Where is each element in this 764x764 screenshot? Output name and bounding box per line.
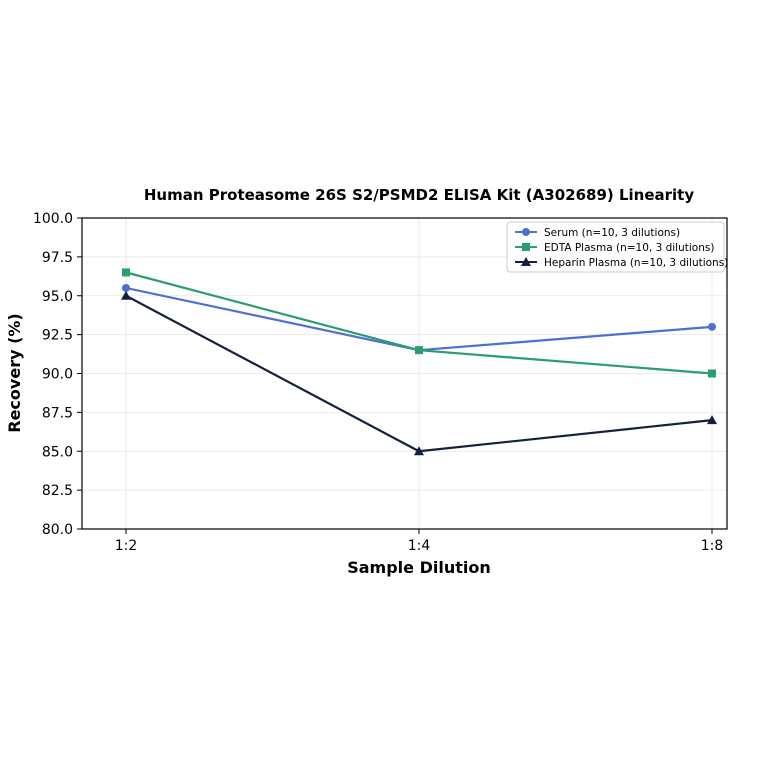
data-point-triangle	[121, 290, 131, 300]
legend-box	[506, 221, 725, 273]
chart-title: Human Proteasome 26S S2/PSMD2 ELISA Kit …	[144, 186, 694, 204]
y-tick-label: 97.5	[42, 250, 73, 266]
y-tick-label: 90.0	[42, 367, 73, 383]
data-point-triangle	[707, 415, 717, 425]
y-tick-label: 87.5	[42, 405, 73, 421]
data-point-square	[122, 268, 130, 277]
legend: Serum (n=10, 3 dilutions) EDTA Plasma (n=…	[506, 221, 728, 273]
legend-marker-circle	[522, 228, 530, 236]
ticks: 80.0 82.5 85.0 87.5 90.0 92.5 95.0 97.5 100.0 1:2…	[33, 211, 723, 554]
x-tick-label: 1:4	[408, 538, 431, 554]
data-point-circle	[708, 322, 716, 331]
y-tick-label: 92.5	[42, 328, 73, 344]
legend-marker-square	[522, 243, 530, 251]
y-tick-label: 100.0	[33, 211, 73, 227]
y-tick-label: 80.0	[42, 522, 73, 538]
data-point-circle	[122, 283, 130, 292]
x-tick-label: 1:8	[701, 538, 724, 554]
series-layer	[121, 268, 717, 456]
y-tick-label: 95.0	[42, 289, 73, 305]
y-tick-label: 85.0	[42, 444, 73, 460]
legend-label: Heparin Plasma (n=10, 3 dilutions)	[544, 257, 728, 269]
x-tick-label: 1:2	[115, 538, 138, 554]
legend-marker-triangle	[521, 257, 531, 266]
x-axis-label: Sample Dilution	[347, 558, 491, 577]
y-tick-label: 82.5	[42, 483, 73, 499]
y-axis-label: Recovery (%)	[5, 313, 24, 432]
data-point-square	[415, 346, 423, 355]
data-point-triangle	[414, 446, 424, 456]
data-point-square	[708, 369, 716, 378]
legend-label: EDTA Plasma (n=10, 3 dilutions)	[544, 242, 714, 254]
legend-label: Serum (n=10, 3 dilutions)	[544, 227, 680, 239]
